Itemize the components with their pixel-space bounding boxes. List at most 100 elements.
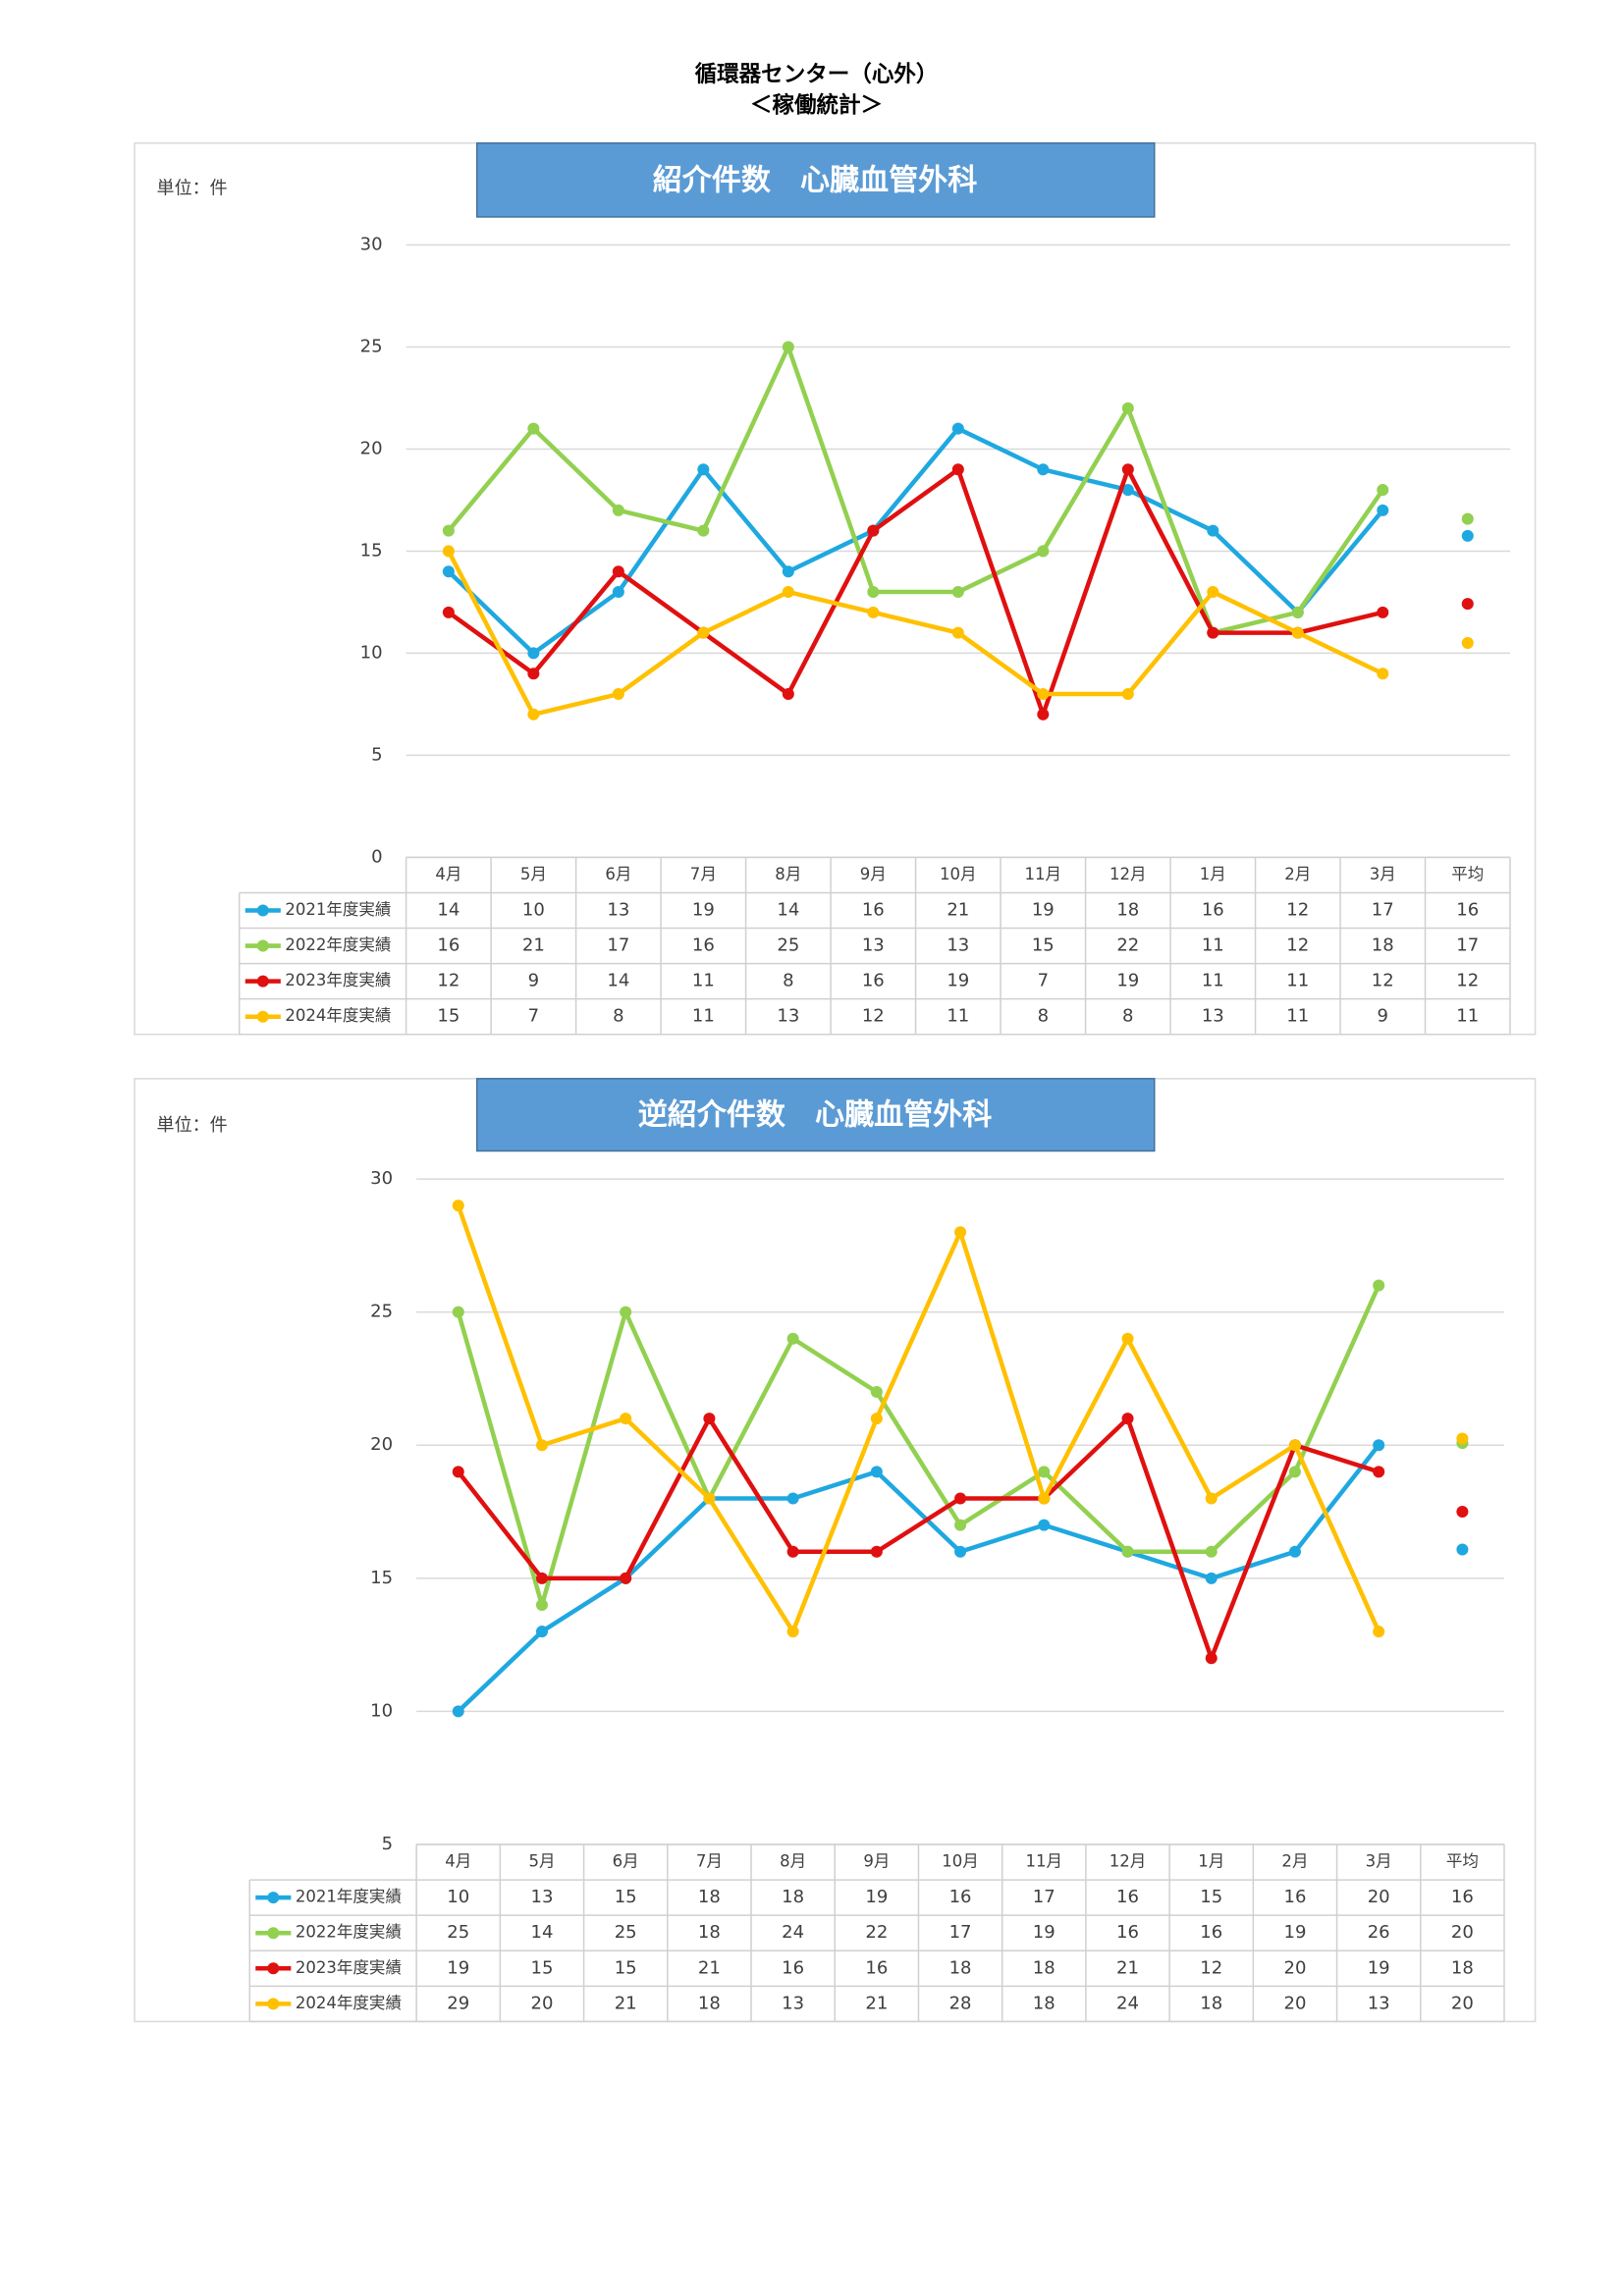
table-value: 13 [777,1006,799,1027]
table-value: 15 [1200,1887,1222,1907]
data-point [867,586,880,599]
data-point [1288,1466,1301,1478]
table-value: 21 [947,899,969,920]
data-point [452,1306,464,1318]
category-label: 9月 [860,865,887,883]
table-value: 16 [692,935,715,956]
category-label: 3月 [1366,1852,1392,1871]
legend-marker [256,904,269,917]
legend-marker [256,939,269,952]
data-point [954,1519,967,1531]
data-point [1121,1413,1134,1425]
category-label: 12月 [1110,1852,1147,1871]
y-tick-label: 20 [360,438,383,458]
table-value: 11 [692,1006,715,1027]
category-label: 11月 [1025,865,1062,883]
data-point [951,422,964,435]
data-point [697,463,710,476]
table-value: 26 [1368,1922,1390,1943]
data-point [1291,606,1304,618]
table-value: 19 [1032,899,1055,920]
table-value: 13 [607,899,629,920]
table-value: 18 [698,1887,721,1907]
data-point [1037,545,1050,558]
title-box [476,142,1156,218]
table-value: 16 [1451,1887,1474,1907]
data-point [1121,1332,1134,1345]
table-value: 16 [1202,899,1224,920]
data-point [1121,463,1134,476]
data-point [1373,1466,1385,1478]
table-value: 18 [1116,899,1139,920]
category-label: 5月 [520,865,547,883]
table-value: 16 [949,1887,972,1907]
category-label: 5月 [528,1852,555,1871]
series-line [456,1204,1381,1634]
data-point [782,687,794,701]
table-value: 9 [1378,1006,1388,1027]
unit-label: 単位：件 [157,1115,228,1136]
table-value: 16 [1116,1922,1139,1943]
table-value: 12 [1286,935,1309,956]
page-title: 循環器センター（心外） [695,61,939,87]
table-value: 18 [698,1993,721,2013]
data-point [612,565,624,578]
legend-label: 2023年度実績 [296,1958,402,1977]
series-line [456,1284,1381,1608]
y-tick-label: 10 [370,1700,393,1721]
legend-marker [267,1998,280,2010]
data-point [786,1626,799,1638]
data-point [452,1705,464,1718]
table-value: 18 [1200,1993,1222,2013]
table-value: 19 [447,1957,469,1978]
data-point [620,1572,632,1584]
data-point [786,1332,799,1345]
data-point [535,1572,548,1584]
data-point [535,1439,548,1452]
table-value: 11 [947,1006,969,1027]
y-tick-label: 5 [382,1834,393,1854]
average-point [1456,1432,1469,1445]
table-value: 18 [1372,935,1394,956]
table-value: 17 [607,935,629,956]
table-value: 20 [1451,1993,1474,2013]
legend-marker [256,1010,269,1023]
data-point [442,524,455,537]
table-value: 14 [437,899,460,920]
table-value: 9 [528,971,539,991]
chart-frame [134,142,1537,1036]
data-point [1377,504,1389,516]
chart-title: 逆紹介件数 心臓血管外科 [638,1098,993,1133]
table-value: 28 [949,1993,972,2013]
data-point [951,463,964,476]
legend-label: 2022年度実績 [285,935,391,954]
category-label: 2月 [1284,865,1311,883]
table-value: 17 [1456,935,1479,956]
data-point [870,1385,883,1399]
data-point [1288,1439,1301,1452]
table-value: 19 [692,899,715,920]
table-value: 15 [531,1957,554,1978]
y-tick-label: 15 [360,540,383,561]
data-point [1205,1572,1218,1584]
data-point [954,1545,967,1558]
chart-title: 紹介件数 心臓血管外科 [653,163,978,197]
table-value: 8 [613,1006,623,1027]
y-tick-label: 25 [360,337,383,357]
data-point [535,1598,548,1611]
data-point [620,1413,632,1425]
table-value: 17 [949,1922,972,1943]
data-point [442,606,455,618]
legend-label: 2022年度実績 [296,1923,402,1942]
data-point [527,667,540,680]
table-value: 21 [1116,1957,1139,1978]
data-point [452,1200,464,1212]
table-value: 13 [531,1887,554,1907]
table-value: 19 [1283,1922,1306,1943]
table-value: 11 [1286,1006,1309,1027]
table-value: 13 [1368,1993,1390,2013]
category-label: 9月 [863,1852,890,1871]
table-value: 12 [862,1006,885,1027]
table-value: 12 [1200,1957,1222,1978]
